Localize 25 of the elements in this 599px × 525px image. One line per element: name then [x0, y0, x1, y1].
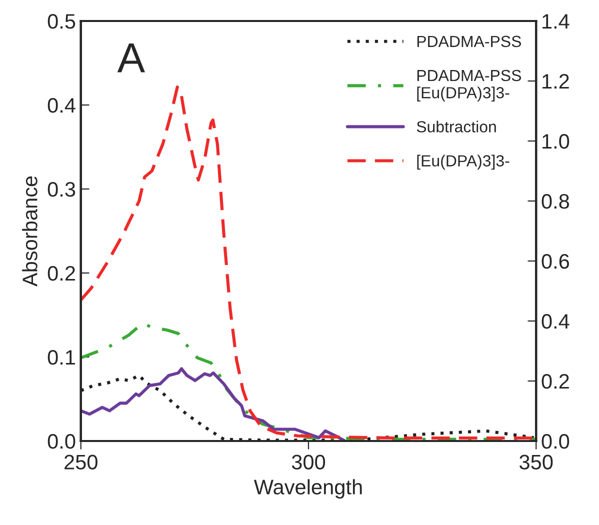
x-tick-label: 250	[64, 454, 98, 470]
annotation: A	[117, 44, 145, 72]
y-tick-label: 0.1	[48, 350, 75, 365]
x-tick-label: 300	[292, 454, 326, 470]
legend-label: [Eu(DPA)3]3-	[417, 154, 510, 170]
y2-tick-label: 0.4	[542, 314, 570, 329]
x-axis-title: Wavelength	[254, 479, 362, 499]
y2-tick-label: 0.8	[542, 194, 570, 209]
y2-tick-label: 1.2	[542, 74, 569, 89]
y2-tick-label: 1.0	[542, 134, 570, 149]
y-tick-label: 0.5	[48, 14, 76, 29]
y-axis-title: Absorbance	[22, 176, 38, 287]
y-tick-label: 0.2	[48, 266, 75, 281]
y2-tick-label: 1.4	[542, 14, 570, 29]
line-series	[80, 367, 346, 441]
legend-label: PDADMA-PSS	[417, 36, 521, 48]
legend-label: PDADMA-PSS [Eu(DPA)3]3-	[417, 70, 521, 102]
y2-tick-label: 0.0	[542, 434, 570, 449]
y-tick-label: 0.0	[48, 434, 76, 449]
y-tick-label: 0.3	[48, 182, 76, 197]
legend-label: Subtraction	[416, 120, 496, 132]
y2-tick-label: 0.2	[542, 374, 569, 389]
y-tick-label: 0.4	[48, 98, 76, 113]
y2-tick-label: 0.6	[542, 254, 570, 269]
x-tick-label: 350	[520, 454, 553, 470]
